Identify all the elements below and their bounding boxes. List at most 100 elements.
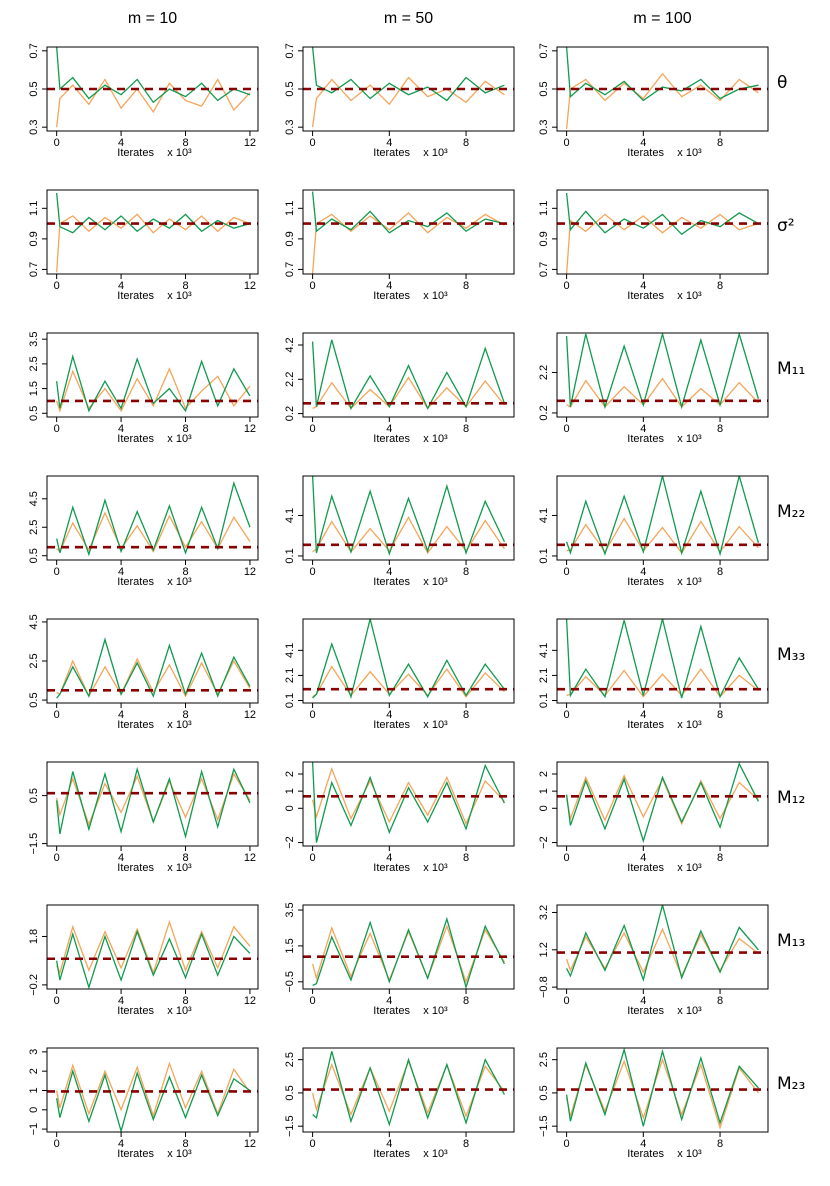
trace-line — [311, 339, 506, 411]
x-axis-label: Iterates — [373, 290, 410, 302]
x-tick-label: 4 — [386, 566, 392, 578]
y-tick-label: 4.5 — [28, 491, 40, 506]
panel: 0.5 2.5 4.5 0 4 8 12 Iterates x 10³ — [28, 475, 259, 588]
plot-area — [303, 476, 514, 557]
plot-area — [47, 766, 258, 839]
x-axis-multiplier: x 10³ — [677, 576, 702, 588]
y-tick-label: −2 — [538, 836, 550, 849]
plot-frame — [302, 1047, 515, 1133]
x-tick-label: 4 — [640, 1138, 646, 1150]
x-axis-multiplier: x 10³ — [167, 1148, 192, 1160]
y-tick-label: 3.5 — [284, 902, 296, 917]
x-tick-label: 8 — [463, 995, 469, 1007]
x-tick-label: 0 — [54, 566, 60, 578]
trace-line — [312, 665, 505, 698]
x-axis-multiplier: x 10³ — [677, 1005, 702, 1017]
y-tick-label: 2.2 — [284, 372, 296, 387]
row-label: M₂₃ — [777, 1074, 805, 1094]
x-tick-label: 12 — [244, 852, 256, 864]
plot-frame — [46, 904, 259, 990]
column-title: m = 10 — [128, 10, 177, 27]
plot-area — [557, 762, 768, 844]
plot-area — [303, 1051, 514, 1127]
plot-frame — [556, 475, 769, 561]
x-tick-label: 8 — [717, 709, 723, 721]
panel: −2 0 1 2 0 4 8 Iterates x 10³ — [284, 761, 515, 874]
x-axis-multiplier: x 10³ — [167, 576, 192, 588]
x-tick-label: 0 — [310, 280, 316, 292]
x-axis-label: Iterates — [373, 1148, 410, 1160]
x-tick-label: 8 — [463, 566, 469, 578]
panel: 0.7 0.9 1.1 0 4 8 Iterates x 10³ — [284, 189, 515, 302]
row-label: M₁₂ — [777, 788, 805, 808]
trace-line — [565, 72, 759, 130]
plot-area — [303, 762, 514, 843]
x-tick-label: 8 — [182, 423, 188, 435]
x-axis-multiplier: x 10³ — [677, 147, 702, 159]
x-tick-label: 8 — [182, 280, 188, 292]
y-tick-label: 1 — [284, 788, 296, 794]
trace-line — [312, 916, 505, 989]
row-label: M₂₂ — [777, 502, 805, 522]
x-tick-label: 0 — [564, 709, 570, 721]
x-axis-label: Iterates — [117, 1148, 154, 1160]
x-tick-label: 0 — [564, 280, 570, 292]
x-tick-label: 4 — [386, 709, 392, 721]
y-tick-label: −1.5 — [28, 833, 40, 855]
x-tick-label: 4 — [640, 137, 646, 149]
y-tick-label: 2 — [284, 771, 296, 777]
x-axis-multiplier: x 10³ — [677, 862, 702, 874]
panel: 0.2 2.2 0 4 8 Iterates x 10³ — [538, 332, 769, 445]
y-tick-label: 2 — [28, 1068, 40, 1074]
plot-frame — [46, 189, 259, 275]
y-tick-label: 0.1 — [284, 548, 296, 563]
trace-line — [56, 1068, 251, 1132]
trace-line — [56, 353, 251, 413]
x-tick-label: 12 — [244, 137, 256, 149]
x-tick-label: 0 — [564, 1138, 570, 1150]
x-tick-label: 0 — [54, 423, 60, 435]
y-tick-label: 0.5 — [284, 81, 296, 96]
x-axis-label: Iterates — [627, 1148, 664, 1160]
x-tick-label: 4 — [118, 280, 124, 292]
y-tick-label: 2.2 — [538, 365, 550, 380]
panel: −0.8 1.2 3.2 0 4 8 Iterates x 10³ — [538, 904, 769, 1017]
y-tick-label: 0.5 — [28, 548, 40, 563]
panel: 0.2 2.2 4.2 0 4 8 Iterates x 10³ — [284, 332, 515, 445]
x-tick-label: 0 — [564, 137, 570, 149]
plot-frame — [46, 475, 259, 561]
y-tick-label: 4.2 — [284, 337, 296, 352]
y-tick-label: 3.5 — [28, 332, 40, 347]
x-tick-label: 4 — [386, 280, 392, 292]
y-tick-label: −2 — [284, 836, 296, 849]
trace-line — [56, 78, 251, 128]
x-axis-multiplier: x 10³ — [677, 1148, 702, 1160]
x-tick-label: 0 — [310, 852, 316, 864]
x-tick-label: 8 — [182, 137, 188, 149]
row-label: θ — [777, 73, 787, 93]
y-tick-label: 0.5 — [284, 1085, 296, 1100]
x-tick-label: 0 — [310, 137, 316, 149]
plot-frame — [46, 761, 259, 847]
trace-line — [311, 212, 505, 274]
plot-area — [47, 47, 258, 128]
trace-line — [311, 476, 505, 557]
x-axis-label: Iterates — [373, 1005, 410, 1017]
y-tick-label: 0.5 — [28, 406, 40, 421]
y-tick-label: 0.3 — [28, 120, 40, 135]
x-tick-label: 8 — [463, 280, 469, 292]
y-tick-label: −1.5 — [284, 1115, 296, 1137]
trace-line — [56, 511, 251, 553]
x-axis-label: Iterates — [373, 862, 410, 874]
panel: 0.1 4.1 0 4 8 Iterates x 10³ — [284, 475, 515, 588]
x-axis-label: Iterates — [627, 719, 664, 731]
plot-area — [303, 916, 514, 989]
x-tick-label: 4 — [118, 423, 124, 435]
y-tick-label: 0.9 — [284, 231, 296, 246]
trace-line — [312, 1051, 505, 1127]
plot-frame — [46, 332, 259, 418]
x-tick-label: 4 — [640, 995, 646, 1007]
trace-line — [56, 919, 251, 975]
x-tick-label: 0 — [54, 137, 60, 149]
y-tick-label: 0.5 — [28, 692, 40, 707]
